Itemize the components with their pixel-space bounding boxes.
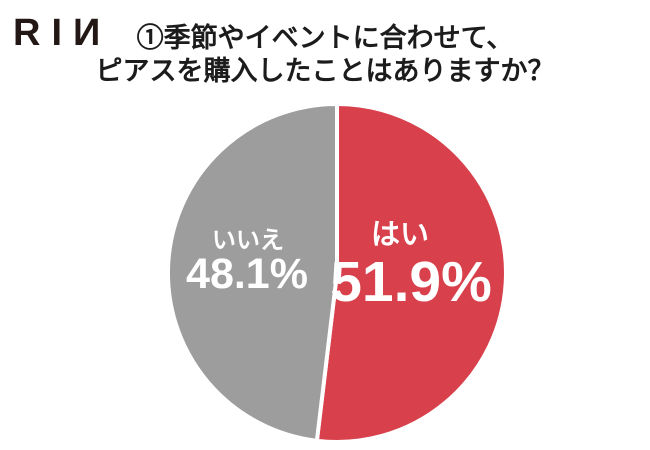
pie-slice-no — [165, 102, 339, 443]
pie-slice-yes — [314, 102, 508, 444]
chart-title: ①季節やイベントに合わせて、 ピアスを購入したことはありますか？ — [0, 22, 650, 88]
chart-title-line2: ピアスを購入したことはありますか？ — [95, 56, 555, 86]
brand-logo: RIИ — [13, 12, 112, 54]
chart-title-line1: ①季節やイベントに合わせて、 — [136, 23, 514, 53]
